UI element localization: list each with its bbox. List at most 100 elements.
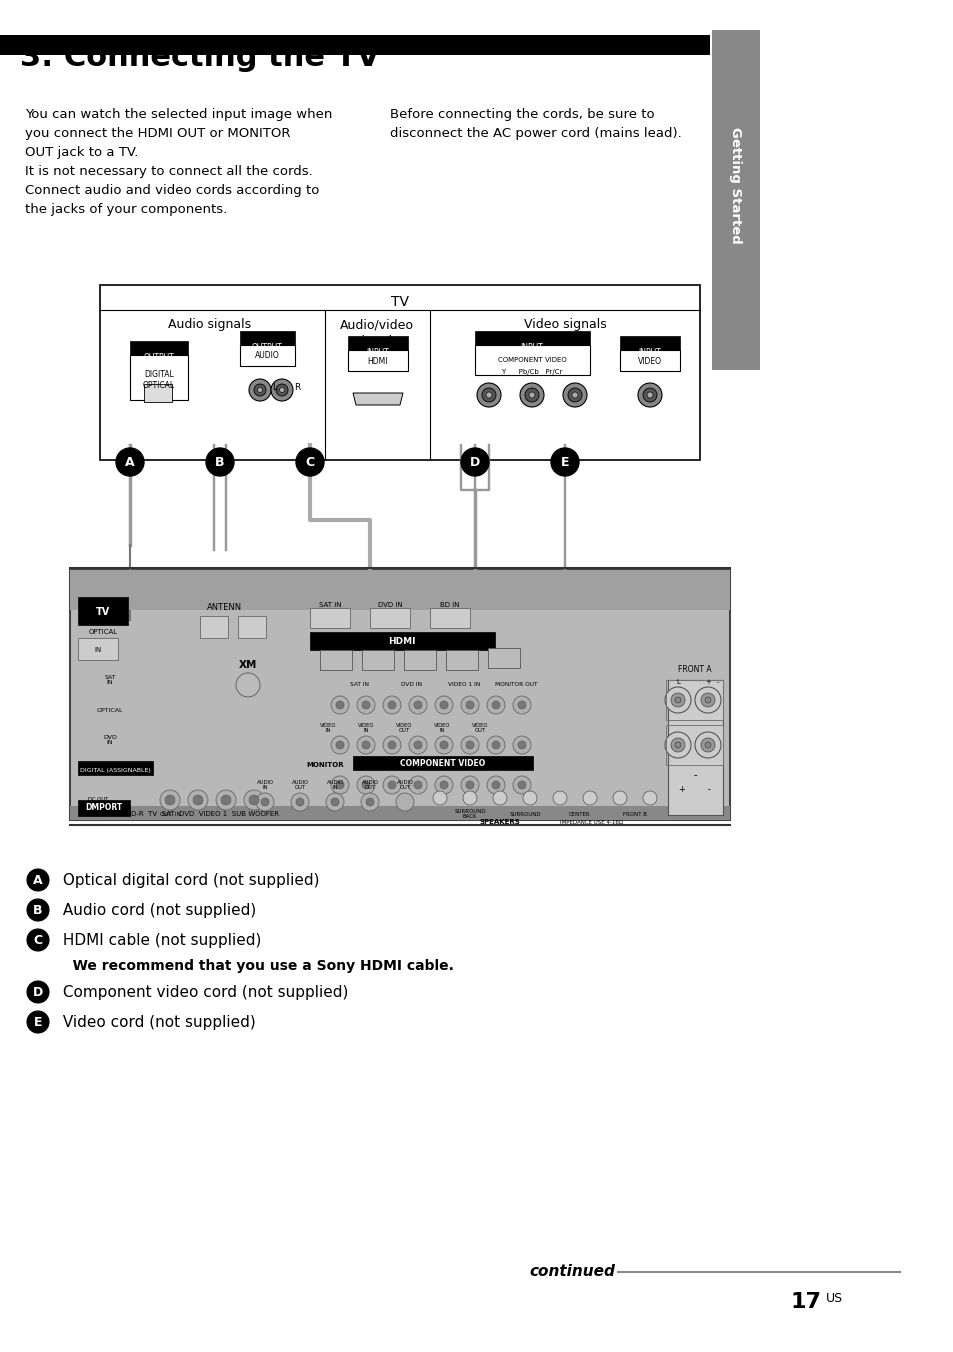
- Circle shape: [255, 794, 274, 811]
- Bar: [240, 345, 294, 366]
- Text: DC OUT
12V=
0.7A MAX: DC OUT 12V= 0.7A MAX: [85, 796, 111, 814]
- Circle shape: [271, 379, 293, 402]
- Circle shape: [295, 448, 324, 476]
- Text: A: A: [125, 456, 134, 469]
- Circle shape: [493, 791, 506, 804]
- Text: VIDEO
IN: VIDEO IN: [357, 722, 374, 733]
- Text: US: US: [825, 1291, 842, 1305]
- Circle shape: [435, 735, 453, 754]
- Circle shape: [522, 791, 537, 804]
- Text: Video signals: Video signals: [523, 318, 606, 331]
- Text: SPEAKERS: SPEAKERS: [479, 819, 519, 825]
- Circle shape: [465, 781, 474, 790]
- Circle shape: [193, 795, 203, 804]
- Circle shape: [642, 388, 657, 402]
- Text: VIDEO
OUT: VIDEO OUT: [472, 722, 488, 733]
- Text: INPUT: INPUT: [520, 343, 543, 352]
- Text: Optical digital cord (not supplied): Optical digital cord (not supplied): [58, 872, 319, 887]
- Bar: [310, 608, 350, 627]
- Circle shape: [485, 392, 492, 397]
- Circle shape: [249, 795, 258, 804]
- Circle shape: [433, 791, 447, 804]
- Circle shape: [291, 794, 309, 811]
- Text: INPUT: INPUT: [366, 347, 389, 357]
- Text: D: D: [470, 456, 479, 469]
- Circle shape: [244, 790, 264, 810]
- Circle shape: [492, 700, 499, 708]
- Circle shape: [116, 448, 144, 476]
- Text: FRONT A: FRONT A: [678, 665, 711, 675]
- Text: HDMI cable (not supplied): HDMI cable (not supplied): [58, 933, 261, 948]
- Text: CENTER: CENTER: [569, 811, 590, 817]
- Bar: [78, 800, 130, 817]
- Text: L: L: [272, 384, 276, 392]
- Text: IMPEDANCE USE 4-16Ω: IMPEDANCE USE 4-16Ω: [559, 819, 622, 825]
- Text: XM: XM: [238, 660, 257, 671]
- Text: VIDEO
OUT: VIDEO OUT: [395, 722, 412, 733]
- Text: MONITOR OUT: MONITOR OUT: [495, 683, 537, 688]
- Bar: [370, 608, 410, 627]
- Circle shape: [27, 899, 49, 921]
- Circle shape: [206, 448, 233, 476]
- Bar: [711, 30, 760, 370]
- Text: Audio/video
signals: Audio/video signals: [339, 318, 414, 347]
- Bar: [310, 631, 495, 650]
- Text: -: -: [693, 771, 696, 780]
- Circle shape: [567, 388, 581, 402]
- Text: IN: IN: [94, 648, 102, 653]
- Text: DMPORT: DMPORT: [85, 803, 123, 813]
- Bar: [70, 806, 729, 821]
- Text: OUT  IN: OUT IN: [159, 811, 180, 817]
- Circle shape: [27, 869, 49, 891]
- Circle shape: [670, 694, 684, 707]
- Circle shape: [215, 790, 235, 810]
- Text: HDMI: HDMI: [367, 357, 388, 365]
- Circle shape: [562, 383, 586, 407]
- Text: OUTPUT: OUTPUT: [252, 343, 282, 352]
- Circle shape: [160, 790, 180, 810]
- Text: INPUT: INPUT: [638, 347, 660, 357]
- Circle shape: [382, 696, 400, 714]
- Circle shape: [360, 794, 378, 811]
- Circle shape: [465, 700, 474, 708]
- Circle shape: [253, 384, 266, 396]
- Circle shape: [670, 738, 684, 752]
- Bar: [353, 756, 533, 771]
- Text: TV: TV: [391, 295, 409, 310]
- Circle shape: [646, 392, 652, 397]
- Circle shape: [335, 700, 344, 708]
- Circle shape: [395, 794, 414, 811]
- Circle shape: [249, 379, 271, 402]
- Text: COMPONENT VIDEO: COMPONENT VIDEO: [497, 357, 566, 362]
- Circle shape: [638, 383, 661, 407]
- Circle shape: [513, 696, 531, 714]
- Circle shape: [27, 1011, 49, 1033]
- Circle shape: [366, 798, 374, 806]
- Text: 17: 17: [790, 1293, 821, 1311]
- Circle shape: [275, 384, 288, 396]
- Text: E: E: [33, 1015, 42, 1029]
- Circle shape: [642, 791, 657, 804]
- Text: AUDIO: AUDIO: [254, 352, 279, 361]
- Text: VIDEO
IN: VIDEO IN: [434, 722, 450, 733]
- Text: HDMI: HDMI: [388, 638, 416, 646]
- Circle shape: [439, 741, 448, 749]
- Circle shape: [704, 698, 710, 703]
- Circle shape: [331, 735, 349, 754]
- Bar: [237, 617, 266, 638]
- Circle shape: [27, 982, 49, 1003]
- Text: 3: Connecting the TV: 3: Connecting the TV: [20, 43, 379, 72]
- Circle shape: [261, 798, 269, 806]
- Bar: [488, 648, 519, 668]
- Circle shape: [188, 790, 208, 810]
- Text: FRONT B: FRONT B: [622, 811, 646, 817]
- Circle shape: [476, 383, 500, 407]
- Text: C: C: [33, 933, 43, 946]
- Circle shape: [492, 781, 499, 790]
- Circle shape: [435, 696, 453, 714]
- Text: -: -: [716, 679, 719, 685]
- Circle shape: [356, 735, 375, 754]
- Circle shape: [409, 776, 427, 794]
- Bar: [78, 761, 152, 775]
- Circle shape: [675, 698, 680, 703]
